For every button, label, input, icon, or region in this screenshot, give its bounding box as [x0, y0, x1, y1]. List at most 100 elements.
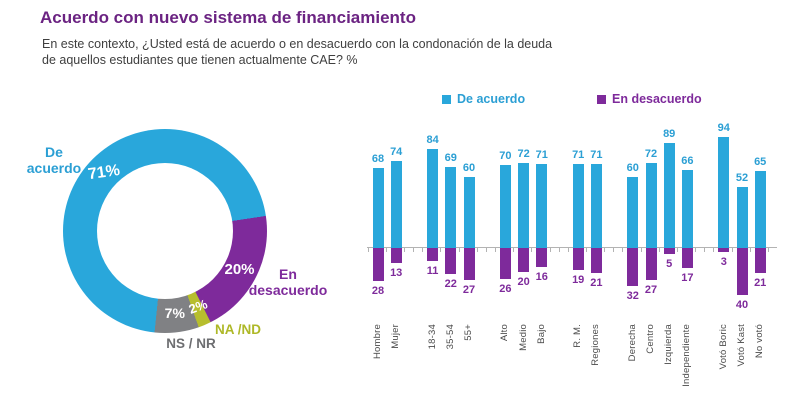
bar-de-acuerdo	[427, 148, 439, 248]
axis-tick	[586, 248, 587, 252]
bar-de-acuerdo	[627, 177, 639, 248]
bar-value-de-acuerdo: 71	[572, 149, 585, 162]
axis-tick	[495, 248, 496, 252]
donut-callout-ns-nr: NS / NR	[166, 336, 216, 351]
donut-slice-value: 7%	[164, 305, 185, 322]
axis-tick	[659, 248, 660, 252]
page-title: Acuerdo con nuevo sistema de financiamie…	[40, 8, 416, 27]
bar-de-acuerdo	[663, 142, 675, 248]
bar-en-desacuerdo	[536, 248, 548, 267]
bar-de-acuerdo	[736, 186, 748, 248]
subtitle: En este contexto, ¿Usted está de acuerdo…	[42, 37, 553, 68]
axis-tick	[440, 248, 441, 252]
category-label: R. M.	[572, 324, 584, 348]
category-label: Independiente	[681, 324, 693, 387]
bar-de-acuerdo	[536, 164, 548, 248]
category-label: 35-54	[444, 324, 456, 350]
axis-tick	[413, 248, 414, 252]
category-label: Votó Boric	[717, 324, 729, 370]
bar-en-desacuerdo	[736, 248, 748, 296]
axis-tick	[513, 248, 514, 252]
category-label: Medio	[517, 324, 529, 351]
bar-en-desacuerdo	[627, 248, 639, 286]
bar-en-desacuerdo	[681, 248, 693, 269]
bar-de-acuerdo	[499, 165, 511, 248]
bar-value-de-acuerdo: 72	[644, 148, 658, 161]
bar-value-de-acuerdo: 72	[517, 148, 530, 161]
legend-item-en-desacuerdo: En desacuerdo	[597, 92, 702, 106]
bar-en-desacuerdo	[372, 248, 384, 282]
bar-value-en-desacuerdo: 40	[735, 299, 749, 312]
bar-de-acuerdo	[445, 166, 457, 248]
axis-tick	[404, 248, 405, 252]
axis-tick	[750, 248, 751, 252]
bar-de-acuerdo	[572, 164, 584, 248]
axis-tick	[713, 248, 714, 252]
axis-tick	[477, 248, 478, 252]
legend-swatch-blue-icon	[442, 94, 451, 104]
bar-value-en-desacuerdo: 19	[572, 274, 585, 287]
axis-tick	[559, 248, 560, 252]
bar-value-en-desacuerdo: 26	[499, 282, 512, 295]
bar-value-en-desacuerdo: 22	[444, 277, 457, 290]
bar-value-de-acuerdo: 70	[499, 150, 512, 163]
axis-tick	[368, 248, 369, 252]
bar-value-de-acuerdo: 68	[371, 152, 385, 165]
bar-de-acuerdo	[463, 177, 475, 248]
bar-value-de-acuerdo: 65	[754, 156, 767, 169]
bar-de-acuerdo	[518, 163, 530, 248]
axis-tick	[641, 248, 642, 252]
category-label: Centro	[645, 324, 656, 354]
x-axis-line	[367, 247, 777, 248]
category-label: Mujer	[390, 324, 402, 349]
category-label: Izquierda	[663, 324, 675, 365]
bar-de-acuerdo	[645, 163, 657, 248]
axis-tick	[768, 248, 769, 252]
axis-tick	[550, 248, 551, 252]
bar-value-en-desacuerdo: 13	[390, 267, 403, 280]
bar-value-de-acuerdo: 60	[462, 162, 476, 175]
bar-en-desacuerdo	[718, 248, 730, 252]
axis-tick	[531, 248, 532, 252]
axis-tick	[622, 248, 623, 252]
bar-value-en-desacuerdo: 20	[517, 275, 530, 288]
bar-value-en-desacuerdo: 16	[535, 270, 548, 283]
category-label: Hombre	[372, 324, 383, 359]
bar-value-en-desacuerdo: 27	[644, 283, 658, 296]
bar-en-desacuerdo	[754, 248, 766, 273]
bar-value-en-desacuerdo: 28	[371, 285, 385, 298]
axis-tick	[422, 248, 423, 252]
bar-en-desacuerdo	[590, 248, 602, 273]
bar-en-desacuerdo	[645, 248, 657, 280]
donut-callout-en-desacuerdo: En desacuerdo	[248, 266, 328, 299]
legend-label-en-desacuerdo: En desacuerdo	[612, 92, 702, 106]
category-label: No votó	[754, 324, 766, 359]
axis-tick	[486, 248, 487, 252]
bar-en-desacuerdo	[427, 248, 439, 261]
bar-value-en-desacuerdo: 27	[462, 283, 476, 296]
bar-value-de-acuerdo: 52	[735, 171, 749, 184]
bar-de-acuerdo	[681, 170, 693, 248]
bar-de-acuerdo	[718, 137, 730, 248]
bar-value-en-desacuerdo: 17	[681, 272, 694, 285]
bar-value-en-desacuerdo: 3	[720, 255, 727, 268]
category-label: 55+	[463, 324, 474, 341]
bar-de-acuerdo	[754, 171, 766, 248]
legend-swatch-purple-icon	[597, 94, 606, 104]
donut-callout-de-acuerdo: De acuerdo	[26, 144, 82, 177]
bar-en-desacuerdo	[572, 248, 584, 271]
donut-chart	[63, 129, 267, 333]
bar-en-desacuerdo	[518, 248, 530, 272]
bar-en-desacuerdo	[499, 248, 511, 279]
bar-value-de-acuerdo: 71	[590, 149, 603, 162]
category-label: Alto	[499, 324, 511, 342]
axis-tick	[695, 248, 696, 252]
bar-value-de-acuerdo: 84	[426, 133, 439, 146]
bar-value-de-acuerdo: 74	[390, 145, 403, 158]
axis-tick	[386, 248, 387, 252]
category-label: 18-34	[426, 324, 438, 350]
bar-value-en-desacuerdo: 11	[426, 264, 439, 277]
axis-tick	[732, 248, 733, 252]
